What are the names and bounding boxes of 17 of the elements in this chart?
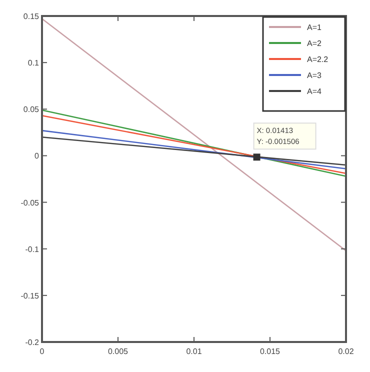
- y-tick-label: 0: [34, 152, 40, 161]
- x-tick-label: 0.005: [108, 347, 129, 356]
- y-tick-label: -0.1: [25, 244, 40, 254]
- y-tick-label: 0.05: [23, 105, 40, 114]
- y-tick-label: -0.2: [25, 338, 40, 347]
- x-tick-label: 0.01: [186, 347, 202, 356]
- legend-label: A=2.2: [307, 55, 329, 64]
- y-tick-label: -0.05: [20, 198, 40, 208]
- y-tick-label: -0.15: [20, 291, 40, 300]
- y-tick-label: 0.1: [28, 58, 40, 68]
- legend-label: A=4: [307, 87, 322, 96]
- legend-label: A=2: [307, 39, 322, 48]
- x-tick-label: 0.015: [260, 347, 281, 356]
- y-tick-label: 0.15: [23, 12, 40, 21]
- x-tick-label: 0.02: [338, 347, 354, 356]
- legend-label: A=1: [307, 23, 322, 32]
- legend-label: A=3: [307, 71, 322, 80]
